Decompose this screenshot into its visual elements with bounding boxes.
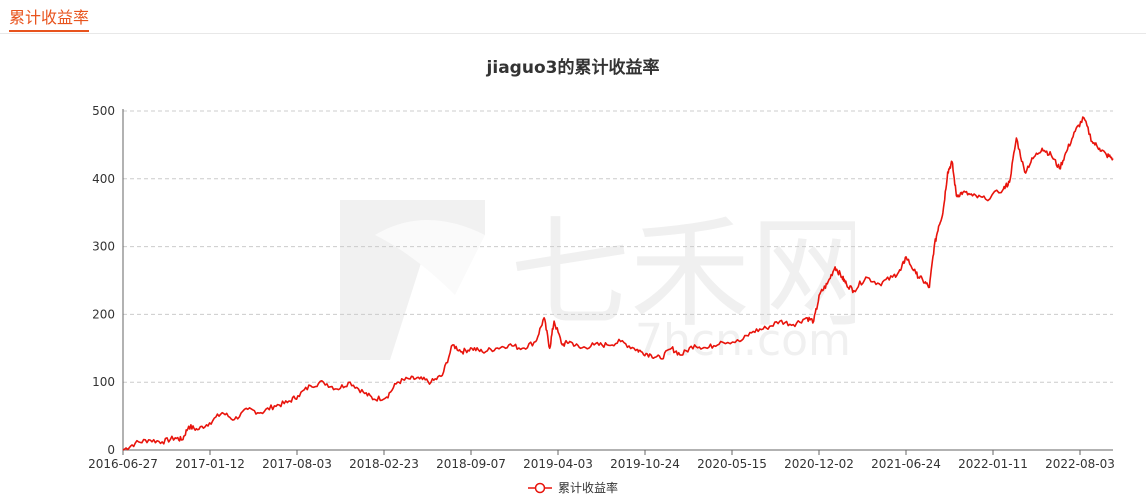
x-tick-label: 2022-08-03: [1045, 457, 1115, 471]
legend-marker-icon: [527, 482, 552, 493]
y-tick-label: 300: [92, 240, 115, 254]
x-tick-label: 2019-10-24: [610, 457, 680, 471]
chart-title: jiaguo3的累计收益率: [486, 58, 660, 78]
x-tick-label: 2017-08-03: [262, 457, 332, 471]
section-title[interactable]: 累计收益率: [9, 8, 90, 32]
x-tick-label: 2020-05-15: [697, 457, 767, 471]
x-tick-label: 2021-06-24: [871, 457, 941, 471]
x-tick-label: 2018-02-23: [349, 457, 419, 471]
y-tick-label: 0: [107, 443, 115, 457]
x-tick-label: 2022-01-11: [958, 457, 1028, 471]
series-line: [122, 116, 1114, 451]
x-tick-label: 2018-09-07: [436, 457, 506, 471]
y-tick-label: 400: [92, 172, 115, 186]
section-header: 累计收益率: [0, 0, 1146, 34]
legend-label: 累计收益率: [557, 481, 618, 495]
y-tick-label: 100: [92, 375, 115, 389]
x-tick-label: 2017-01-12: [175, 457, 245, 471]
y-tick-label: 500: [92, 104, 115, 118]
legend[interactable]: 累计收益率: [0, 479, 1146, 497]
x-tick-label: 2019-04-03: [523, 457, 593, 471]
x-tick-label: 2020-12-02: [784, 457, 854, 471]
x-tick-label: 2016-06-27: [88, 457, 158, 471]
y-tick-label: 200: [92, 307, 115, 321]
